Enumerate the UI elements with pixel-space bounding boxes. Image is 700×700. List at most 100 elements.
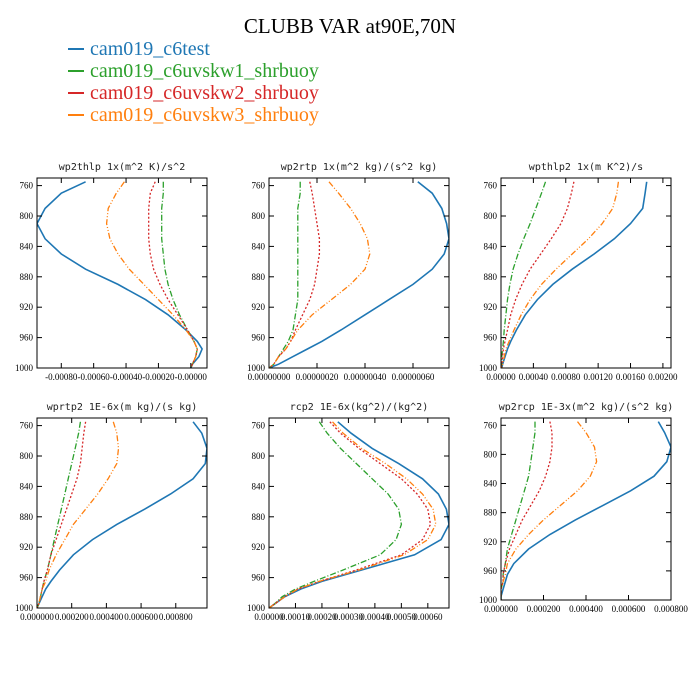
series-line	[37, 421, 87, 608]
y-tick-label: 800	[484, 449, 498, 459]
x-tick-label: 0.000600	[612, 604, 646, 614]
plot-frame	[36, 177, 208, 369]
x-tick-label: 0.000200	[55, 612, 89, 622]
y-tick-label: 920	[252, 542, 266, 552]
legend-label: cam019_c6uvskw3_shrbuoy	[90, 103, 319, 126]
y-tick-label: 920	[484, 302, 498, 312]
series-line	[161, 181, 198, 368]
y-tick-label: 840	[484, 241, 498, 251]
chart-title: wprtp2 1E-6x(m kg)/(s kg)	[47, 402, 198, 413]
y-tick-label: 760	[252, 421, 266, 431]
chart-title: wp2rtp 1x(m^2 kg)/(s^2 kg)	[281, 162, 438, 173]
series-line	[269, 421, 449, 608]
y-tick-label: 1000	[479, 595, 498, 605]
y-tick-label: 880	[20, 512, 34, 522]
series-line	[501, 181, 648, 368]
series-line	[501, 421, 671, 600]
x-tick-label: 0.000200	[527, 604, 561, 614]
y-tick-label: 880	[252, 512, 266, 522]
x-tick-label: 0.00200	[648, 372, 678, 382]
chart-title: rcp2 1E-6x(kg^2)/(kg^2)	[290, 402, 428, 413]
chart-panel: rcp2 1E-6x(kg^2)/(kg^2) 760 800 840 880 920 96…	[247, 402, 450, 622]
x-tick-label: -0.00000	[175, 372, 208, 382]
chart-title: wpthlp2 1x(m K^2)/s	[529, 162, 643, 173]
legend-line-uvskw1	[68, 70, 84, 72]
legend-label: cam019_c6test	[90, 37, 210, 60]
x-tick-label: -0.00020	[142, 372, 175, 382]
series-line	[269, 181, 371, 368]
y-tick-label: 800	[252, 211, 266, 221]
y-tick-label: 880	[252, 272, 266, 282]
plot-frame	[500, 177, 672, 369]
y-tick-label: 840	[20, 241, 34, 251]
y-tick-label: 960	[252, 333, 266, 343]
series-line	[269, 421, 403, 608]
x-tick-label: -0.00080	[45, 372, 78, 382]
x-tick-label: 0.00030	[334, 612, 364, 622]
y-tick-label: 760	[20, 421, 34, 431]
y-tick-label: 760	[484, 420, 498, 430]
y-tick-label: 960	[484, 566, 498, 576]
series-line	[269, 181, 449, 368]
plot-frame	[268, 177, 450, 369]
x-tick-label: 0.00160	[616, 372, 646, 382]
series-line	[37, 421, 120, 608]
page-title: CLUBB VAR at90E,70N	[243, 14, 457, 38]
legend-entry: cam019_c6uvskw2_shrbuoy	[68, 82, 319, 104]
plot-frame	[268, 417, 450, 609]
x-tick-label: 0.000600	[124, 612, 158, 622]
chart-panel: wpthlp2 1x(m K^2)/s 760 800 840 880 920 960 100…	[479, 162, 678, 382]
chart-panel: wp2rtp 1x(m^2 kg)/(s^2 kg) 760 800 840 880 92…	[247, 162, 450, 382]
y-tick-label: 840	[484, 479, 498, 489]
y-tick-label: 800	[20, 451, 34, 461]
series-line	[269, 181, 301, 368]
series-line	[501, 181, 575, 368]
chart-title: wp2rcp 1E-3x(m^2 kg)/(s^2 kg)	[499, 402, 674, 413]
series-line	[37, 421, 207, 608]
series-line	[269, 421, 432, 608]
chart-panel: wprtp2 1E-6x(m kg)/(s kg) 760 800 840 880 920…	[15, 402, 208, 622]
y-tick-label: 880	[484, 508, 498, 518]
legend-line-c6test	[68, 48, 84, 50]
x-tick-label: 0.00000	[254, 612, 284, 622]
legend-label: cam019_c6uvskw2_shrbuoy	[90, 81, 319, 104]
x-tick-label: 0.00000000	[248, 372, 291, 382]
x-tick-label: 0.000400	[569, 604, 603, 614]
y-tick-label: 880	[20, 272, 34, 282]
x-tick-label: 0.00000060	[392, 372, 435, 382]
y-tick-label: 960	[484, 333, 498, 343]
y-tick-label: 920	[252, 302, 266, 312]
legend-entry: cam019_c6uvskw1_shrbuoy	[68, 60, 319, 82]
series-line	[501, 421, 536, 600]
legend-line-uvskw3	[68, 114, 84, 116]
series-line	[269, 421, 437, 608]
y-tick-label: 800	[20, 211, 34, 221]
x-tick-label: 0.00000020	[296, 372, 339, 382]
plot-frame	[36, 417, 208, 609]
x-tick-label: 0.000000	[20, 612, 54, 622]
y-tick-label: 880	[484, 272, 498, 282]
chart-panel: wp2rcp 1E-3x(m^2 kg)/(s^2 kg)760 800 840 88…	[479, 402, 688, 614]
x-tick-label: 0.000000	[484, 604, 518, 614]
series-line	[501, 181, 620, 368]
series-line	[269, 181, 321, 368]
y-tick-label: 760	[252, 181, 266, 191]
x-tick-label: 0.00040	[360, 612, 390, 622]
y-tick-label: 1000	[15, 363, 34, 373]
y-tick-label: 1000	[15, 603, 34, 613]
series-line	[148, 181, 198, 368]
plot-frame	[500, 417, 672, 601]
y-tick-label: 960	[20, 573, 34, 583]
x-tick-label: 0.00020	[307, 612, 337, 622]
x-tick-label: 0.000800	[159, 612, 193, 622]
series-line	[37, 421, 82, 608]
x-tick-label: 0.00000040	[344, 372, 387, 382]
y-tick-label: 920	[484, 537, 498, 547]
legend-entry: cam019_c6uvskw3_shrbuoy	[68, 104, 319, 126]
series-line	[501, 421, 553, 600]
x-tick-label: -0.00040	[110, 372, 143, 382]
legend-entry: cam019_c6test	[68, 38, 319, 60]
x-tick-label: 0.000800	[654, 604, 688, 614]
y-tick-label: 960	[20, 333, 34, 343]
